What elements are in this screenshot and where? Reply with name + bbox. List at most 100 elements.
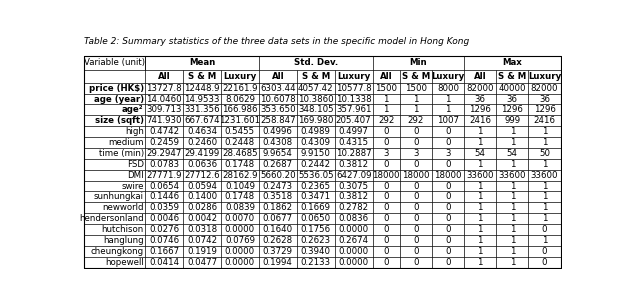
Text: 3: 3 — [413, 149, 419, 158]
Text: 5660.20: 5660.20 — [260, 171, 296, 180]
Text: 0.0839: 0.0839 — [225, 203, 255, 212]
Text: 1: 1 — [510, 160, 515, 169]
Text: Table 2: Summary statistics of the three data sets in the specific model in Hong: Table 2: Summary statistics of the three… — [84, 37, 469, 47]
Text: 0.3812: 0.3812 — [339, 160, 369, 169]
Text: 1: 1 — [477, 203, 483, 212]
Text: 0: 0 — [383, 247, 389, 256]
Text: 1007: 1007 — [437, 116, 459, 125]
Text: 2416: 2416 — [534, 116, 555, 125]
Text: 0: 0 — [413, 247, 419, 256]
Text: 0.0477: 0.0477 — [187, 258, 217, 267]
Text: 1231.601: 1231.601 — [219, 116, 260, 125]
Text: All: All — [271, 72, 284, 81]
Text: 0.2674: 0.2674 — [339, 236, 369, 245]
Text: 14.0460: 14.0460 — [146, 95, 182, 104]
Text: 667.674: 667.674 — [184, 116, 220, 125]
Text: 1: 1 — [542, 182, 547, 191]
Text: 0.3471: 0.3471 — [301, 192, 331, 201]
Text: 0: 0 — [445, 214, 451, 223]
Text: 0.3940: 0.3940 — [301, 247, 331, 256]
Text: 0: 0 — [413, 225, 419, 234]
Text: 1: 1 — [413, 105, 419, 114]
Text: 0.0000: 0.0000 — [339, 258, 369, 267]
Text: 1: 1 — [542, 127, 547, 136]
Text: 2416: 2416 — [469, 116, 491, 125]
Text: high: high — [125, 127, 144, 136]
Text: 357.961: 357.961 — [336, 105, 371, 114]
Text: 0.0769: 0.0769 — [225, 236, 255, 245]
Text: 0.1862: 0.1862 — [263, 203, 293, 212]
Text: hanglung: hanglung — [103, 236, 144, 245]
Text: 1: 1 — [477, 192, 483, 201]
Text: 0.0414: 0.0414 — [149, 258, 179, 267]
Text: age (year): age (year) — [94, 95, 144, 104]
Text: 27712.6: 27712.6 — [184, 171, 220, 180]
Text: size (sqft): size (sqft) — [95, 116, 144, 125]
Text: 0.4742: 0.4742 — [149, 127, 179, 136]
Text: 27771.9: 27771.9 — [146, 171, 182, 180]
Text: 1: 1 — [542, 192, 547, 201]
Text: 1: 1 — [477, 127, 483, 136]
Text: 0.0318: 0.0318 — [187, 225, 217, 234]
Text: hopewell: hopewell — [105, 258, 144, 267]
Text: 0.0650: 0.0650 — [301, 214, 331, 223]
Text: 0: 0 — [445, 203, 451, 212]
Text: 292: 292 — [407, 116, 424, 125]
Text: 1: 1 — [477, 160, 483, 169]
Text: 0: 0 — [413, 236, 419, 245]
Text: S & M: S & M — [498, 72, 527, 81]
Text: 40000: 40000 — [499, 84, 526, 93]
Text: 0.2473: 0.2473 — [263, 182, 293, 191]
Text: 1: 1 — [445, 105, 451, 114]
Text: 348.105: 348.105 — [298, 105, 334, 114]
Text: 1: 1 — [510, 214, 515, 223]
Text: Luxury: Luxury — [223, 72, 256, 81]
Text: 0: 0 — [445, 258, 451, 267]
Text: 0: 0 — [542, 247, 547, 256]
Text: 0: 0 — [445, 160, 451, 169]
Text: 4057.42: 4057.42 — [298, 84, 334, 93]
Text: 0: 0 — [413, 182, 419, 191]
Text: Luxury: Luxury — [431, 72, 464, 81]
Text: 36: 36 — [507, 95, 518, 104]
Text: time (min): time (min) — [99, 149, 144, 158]
Text: 0.4997: 0.4997 — [339, 127, 369, 136]
Text: 0.1994: 0.1994 — [263, 258, 293, 267]
Text: S & M: S & M — [188, 72, 216, 81]
Text: 1: 1 — [383, 95, 389, 104]
Text: 1: 1 — [383, 105, 389, 114]
Text: 0.0742: 0.0742 — [187, 236, 217, 245]
Text: 0.1756: 0.1756 — [301, 225, 331, 234]
Text: Max: Max — [502, 59, 522, 67]
Text: 8.0629: 8.0629 — [225, 95, 255, 104]
Text: 0.4989: 0.4989 — [301, 127, 331, 136]
Text: 1500: 1500 — [375, 84, 397, 93]
Text: 0: 0 — [383, 182, 389, 191]
Text: 0.0000: 0.0000 — [339, 247, 369, 256]
Text: 0.0042: 0.0042 — [187, 214, 217, 223]
Text: 1: 1 — [413, 95, 419, 104]
Text: 28.4685: 28.4685 — [222, 149, 258, 158]
Text: 331.356: 331.356 — [184, 105, 220, 114]
Text: medium: medium — [108, 138, 144, 147]
Text: sunhungkai: sunhungkai — [94, 192, 144, 201]
Text: 0.3812: 0.3812 — [339, 192, 369, 201]
Text: 258.847: 258.847 — [260, 116, 296, 125]
Text: 1: 1 — [477, 138, 483, 147]
Text: 0.1049: 0.1049 — [225, 182, 255, 191]
Text: 0.2687: 0.2687 — [263, 160, 293, 169]
Text: 1296: 1296 — [534, 105, 555, 114]
Text: swire: swire — [121, 182, 144, 191]
Text: 0.2133: 0.2133 — [301, 258, 331, 267]
Text: 36: 36 — [475, 95, 485, 104]
Text: 0.5455: 0.5455 — [225, 127, 255, 136]
Text: 0.4996: 0.4996 — [263, 127, 293, 136]
Text: 1: 1 — [477, 225, 483, 234]
Text: 1: 1 — [542, 160, 547, 169]
Text: 0.0286: 0.0286 — [187, 203, 217, 212]
Text: 10577.8: 10577.8 — [336, 84, 371, 93]
Text: All: All — [474, 72, 487, 81]
Text: 0: 0 — [383, 127, 389, 136]
Text: 0: 0 — [383, 192, 389, 201]
Text: 22161.9: 22161.9 — [222, 84, 258, 93]
